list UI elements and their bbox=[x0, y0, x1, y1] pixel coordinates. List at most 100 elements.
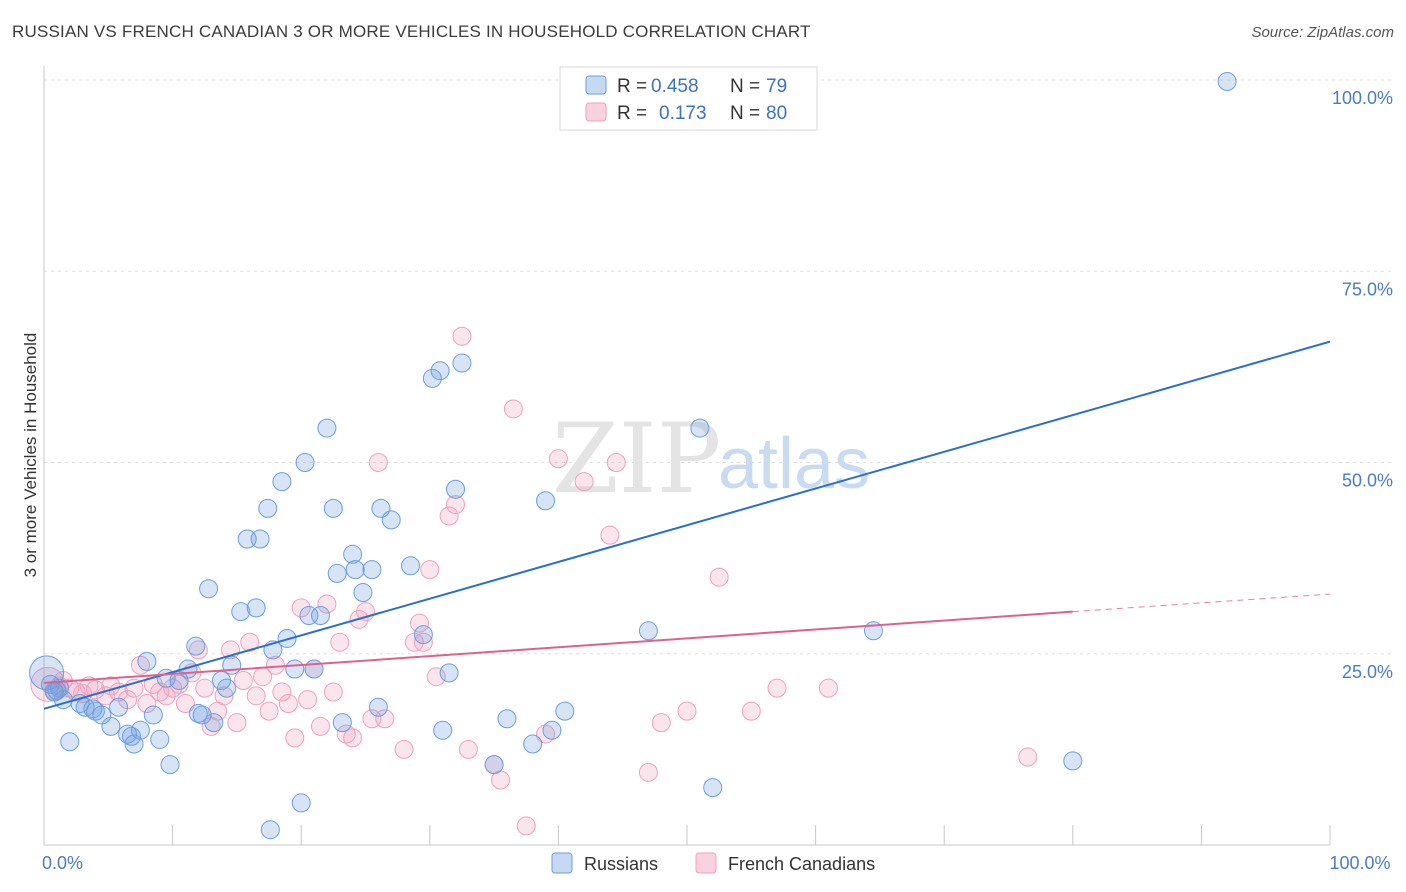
russians-point-32 bbox=[258, 498, 278, 518]
russians-point-26 bbox=[217, 678, 237, 698]
french-canadians-point-71 bbox=[638, 762, 658, 782]
russians-point-34 bbox=[260, 820, 280, 840]
russians-point-57 bbox=[430, 361, 450, 381]
legend-french-canadians-r-label: R = bbox=[617, 103, 647, 124]
french-canadians-point-7 bbox=[85, 680, 105, 700]
french-canadians-point-20 bbox=[175, 693, 195, 713]
russians-point-48 bbox=[345, 560, 365, 580]
watermark-atlas: atlas bbox=[718, 424, 870, 504]
legend-french-canadians-swatch bbox=[585, 102, 607, 122]
french-canadians-point-54 bbox=[410, 613, 430, 633]
russians-point-39 bbox=[295, 453, 315, 472]
russians-point-50 bbox=[362, 560, 382, 580]
russians-point-28 bbox=[231, 602, 251, 622]
russians-trendline bbox=[43, 340, 1331, 710]
russians-point-27 bbox=[222, 655, 242, 675]
french-canadians-point-31 bbox=[246, 686, 266, 706]
bottom-legend-russians-swatch bbox=[551, 852, 573, 874]
russians-point-68 bbox=[638, 621, 658, 641]
russians-point-54 bbox=[401, 556, 421, 576]
bottom-legend: Russians French Canadians bbox=[551, 852, 875, 874]
russians-point-47 bbox=[343, 544, 363, 564]
bottom-legend-french-canadians-label: French Canadians bbox=[728, 854, 875, 874]
russians-point-75 bbox=[83, 699, 103, 719]
legend-russians-r-label: R = bbox=[617, 76, 647, 97]
french-canadians-point-59 bbox=[446, 495, 466, 515]
russians-point-15 bbox=[137, 651, 157, 671]
russians-point-23 bbox=[199, 579, 219, 599]
y-tick-label-3: 100.0% bbox=[1332, 88, 1393, 108]
russians-point-55 bbox=[413, 625, 433, 645]
russians-point-58 bbox=[433, 720, 453, 740]
french-canadians-point-61 bbox=[458, 739, 478, 759]
french-canadians-point-57 bbox=[426, 667, 446, 687]
french-canadians-point-56 bbox=[420, 560, 440, 580]
french-canadians-point-26 bbox=[214, 686, 234, 706]
french-canadians-point-33 bbox=[259, 701, 279, 721]
y-tick-label-0: 25.0% bbox=[1342, 662, 1393, 682]
y-tick-label-1: 50.0% bbox=[1342, 471, 1393, 491]
russians-point-62 bbox=[484, 755, 504, 775]
russians-point-69 bbox=[690, 418, 710, 438]
french-canadians-point-37 bbox=[285, 728, 305, 748]
french-canadians-point-29 bbox=[233, 671, 253, 691]
x-tick-label-1: 100.0% bbox=[1329, 853, 1390, 873]
x-ticks bbox=[172, 825, 1331, 845]
french-canadians-point-69 bbox=[600, 525, 620, 545]
russians-point-74 bbox=[47, 680, 67, 700]
legend-french-canadians-n-value: 80 bbox=[766, 103, 787, 124]
russians-point-35 bbox=[272, 472, 292, 492]
french-canadians-point-70 bbox=[606, 453, 626, 472]
chart-title: RUSSIAN VS FRENCH CANADIAN 3 OR MORE VEH… bbox=[12, 22, 811, 41]
x-tick-label-0: 0.0% bbox=[42, 853, 83, 873]
french-canadians-point-41 bbox=[310, 716, 330, 736]
french-canadians-point-76 bbox=[767, 678, 787, 698]
french-canadians-trendline bbox=[43, 610, 1073, 684]
russians-point-65 bbox=[536, 491, 556, 511]
y-tick-labels: 25.0% 50.0% 75.0% 100.0% bbox=[1332, 88, 1393, 682]
french-canadians-point-60 bbox=[452, 326, 472, 346]
russians-point-56 bbox=[422, 368, 442, 388]
trendlines bbox=[43, 340, 1331, 710]
french-canadians-point-51 bbox=[375, 709, 395, 729]
russians-point-17 bbox=[150, 729, 170, 749]
y-axis-label: 3 or more Vehicles in Household bbox=[21, 333, 40, 578]
y-tick-label-2: 75.0% bbox=[1342, 279, 1393, 299]
russians-point-3 bbox=[49, 678, 69, 698]
russians-point-24 bbox=[204, 713, 224, 733]
legend-russians-n-value: 79 bbox=[766, 76, 787, 97]
russians-point-52 bbox=[368, 697, 388, 717]
french-canadians-point-44 bbox=[330, 632, 350, 652]
russians-point-59 bbox=[439, 663, 459, 683]
russians-point-18 bbox=[160, 755, 180, 775]
french-canadians-point-67 bbox=[548, 449, 568, 469]
french-canadians-point-77 bbox=[818, 678, 838, 698]
french-canadians-point-46 bbox=[343, 728, 363, 748]
russians-point-78 bbox=[188, 703, 208, 723]
french-canadians-point-39 bbox=[298, 690, 318, 710]
french-canadians-point-73 bbox=[677, 701, 697, 721]
russians-point-42 bbox=[310, 606, 330, 625]
french-canadians-point-65 bbox=[516, 816, 536, 836]
french-canadians-point-50 bbox=[368, 453, 388, 472]
russians-point-73 bbox=[1217, 72, 1237, 92]
french-canadians-point-14 bbox=[137, 693, 157, 713]
bottom-legend-french-canadians-swatch bbox=[695, 852, 717, 874]
french-canadians-point-36 bbox=[278, 693, 298, 713]
legend-russians-n-label: N = bbox=[730, 76, 760, 97]
russians-point-46 bbox=[332, 713, 352, 733]
legend-russians-swatch bbox=[585, 75, 607, 95]
russians-point-30 bbox=[246, 598, 266, 618]
french-canadians-point-78 bbox=[1018, 747, 1038, 767]
french-canadians-point-38 bbox=[291, 598, 311, 618]
russians-point-7 bbox=[75, 697, 95, 717]
french-canadians-point-75 bbox=[741, 701, 761, 721]
french-canadians-points bbox=[30, 326, 1038, 836]
legend-french-canadians-n-label: N = bbox=[730, 103, 760, 124]
russians-point-11 bbox=[109, 697, 129, 717]
russians-point-60 bbox=[446, 479, 466, 499]
french-canadians-trendline-extension bbox=[1072, 593, 1331, 613]
french-canadians-point-8 bbox=[96, 686, 116, 706]
x-tick-labels: 0.0% 100.0% bbox=[42, 853, 1391, 873]
chart-source: Source: ZipAtlas.com bbox=[1251, 24, 1394, 41]
